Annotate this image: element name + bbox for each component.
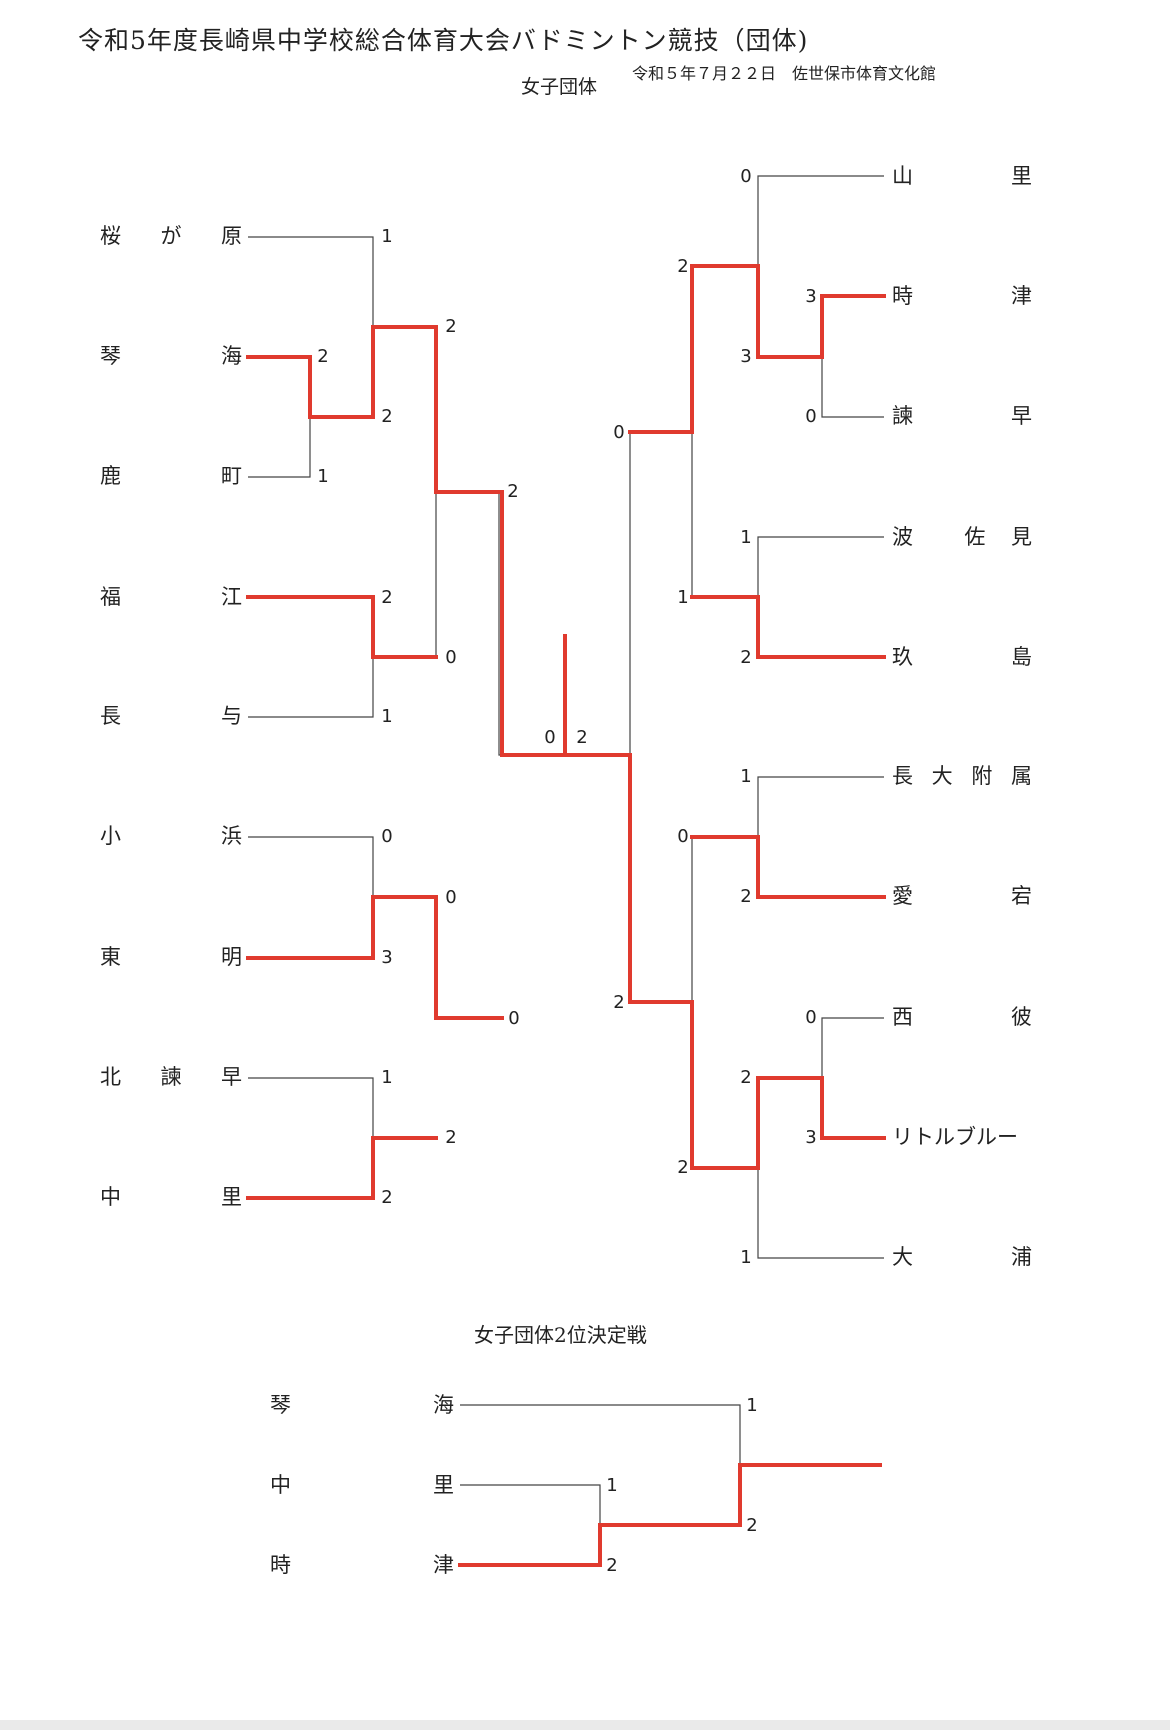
score-kinkai-sf: 2	[445, 316, 457, 337]
score-yamasato: 0	[740, 166, 752, 187]
bracket-line-7	[498, 493, 565, 756]
left-team-3: 鹿町	[100, 464, 242, 488]
bracket-line-12	[757, 776, 884, 837]
score-fukue: 2	[381, 587, 393, 608]
playoff-team-2: 中里	[270, 1473, 454, 1497]
right-team-4: 波佐見	[892, 525, 1032, 549]
score-tokitsu: 3	[805, 286, 817, 307]
score-littleblue-qf: 2	[740, 1067, 752, 1088]
score-nagayo: 1	[381, 706, 393, 727]
left-team-5: 長与	[100, 704, 242, 728]
bracket-line-19	[460, 1484, 601, 1525]
score-right-top-final: 0	[613, 422, 625, 443]
playoff-score-kinkai: 1	[746, 1395, 758, 1416]
score-right-bottom-final: 2	[613, 992, 625, 1013]
bracket-line-3	[248, 836, 374, 897]
bracket-line-11	[757, 536, 884, 597]
right-team-3: 諫早	[892, 404, 1032, 428]
right-team-10: 大浦	[892, 1245, 1032, 1269]
score-tomei-sf: 0	[445, 887, 457, 908]
score-tokitsu-qf: 3	[740, 346, 752, 367]
bracket-line-13	[821, 1017, 884, 1078]
score-littleblue: 3	[805, 1127, 817, 1148]
score-atago: 2	[740, 886, 752, 907]
score-tomei: 3	[381, 947, 393, 968]
score-kinkai-r1: 2	[317, 346, 329, 367]
score-oura: 1	[740, 1247, 752, 1268]
score-isahaya: 0	[805, 406, 817, 427]
playoff-team-3: 時津	[270, 1553, 454, 1577]
left-team-9: 中里	[100, 1185, 242, 1209]
winner-line-2	[246, 895, 504, 1020]
left-team-2: 琴海	[100, 344, 242, 368]
right-team-7: 愛宕	[892, 884, 1032, 908]
bottom-scroll-bar	[0, 1720, 1170, 1730]
winner-line-6	[690, 595, 886, 659]
bracket-line-18	[460, 1404, 741, 1465]
score-nagadai: 1	[740, 766, 752, 787]
score-kitaisahaya: 1	[381, 1067, 393, 1088]
left-team-7: 東明	[100, 945, 242, 969]
right-team-9: リトルブルー	[892, 1125, 1018, 1149]
right-team-1: 山里	[892, 164, 1032, 188]
playoff-title: 女子団体2位決定戦	[474, 1323, 647, 1347]
score-final-right: 2	[576, 727, 588, 748]
score-final-left: 0	[544, 727, 556, 748]
score-nakasato: 2	[381, 1187, 393, 1208]
right-team-2: 時津	[892, 284, 1032, 308]
playoff-score-nakasato: 1	[606, 1475, 618, 1496]
score-nishisonogi: 0	[805, 1007, 817, 1028]
bracket-line-1	[248, 417, 311, 478]
page-title: 令和5年度長崎県中学校総合体育大会バドミントン競技（団体)	[78, 26, 809, 55]
score-hasami: 1	[740, 527, 752, 548]
bracket-subtitle: 女子団体	[521, 76, 598, 98]
winner-line-7	[690, 835, 886, 899]
right-team-8: 西彼	[892, 1005, 1032, 1029]
score-kinkai-qf: 2	[381, 406, 393, 427]
right-team-6: 長大附属	[892, 764, 1032, 788]
score-sakuragahara: 1	[381, 226, 393, 247]
bracket-line-4	[248, 1077, 374, 1138]
score-left-bottom-final: 0	[508, 1008, 520, 1029]
bracket-line-2	[248, 657, 374, 718]
score-shikamachi: 1	[317, 466, 329, 487]
playoff-team-1: 琴海	[270, 1393, 454, 1417]
bracket-line-0	[248, 236, 374, 327]
bracket-line-10	[821, 357, 884, 418]
score-littleblue-sf: 2	[677, 1157, 689, 1178]
date-venue: 令和５年７月２２日 佐世保市体育文化館	[632, 64, 937, 83]
score-tokitsu-sf: 2	[677, 256, 689, 277]
score-nakasato-sf: 2	[445, 1127, 457, 1148]
score-left-top-final: 2	[507, 481, 519, 502]
left-team-6: 小浜	[100, 824, 242, 848]
right-team-5: 玖島	[892, 645, 1032, 669]
left-team-8: 北諫早	[100, 1065, 242, 1089]
playoff-score-tokitsu-final: 2	[746, 1515, 758, 1536]
bracket-line-9	[757, 175, 884, 266]
winner-line-0	[246, 325, 567, 757]
left-team-4: 福江	[100, 585, 242, 609]
score-obama: 0	[381, 826, 393, 847]
winner-line-3	[246, 1136, 438, 1200]
left-team-1: 桜が原	[100, 224, 242, 248]
winner-line-9	[458, 1463, 882, 1567]
bracket-line-14	[757, 1168, 884, 1259]
playoff-score-tokitsu: 2	[606, 1555, 618, 1576]
score-kushima-sf: 1	[677, 587, 689, 608]
score-kushima: 2	[740, 647, 752, 668]
score-atago-sf: 0	[677, 826, 689, 847]
score-fukue-sf: 0	[445, 647, 457, 668]
winner-line-1	[246, 595, 438, 659]
winner-line-8	[563, 753, 886, 1170]
winner-line-5	[628, 264, 886, 434]
